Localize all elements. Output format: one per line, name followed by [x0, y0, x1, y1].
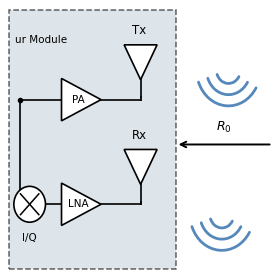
Polygon shape: [124, 150, 157, 184]
Text: $R_0$: $R_0$: [216, 119, 232, 134]
Text: PA: PA: [72, 95, 85, 105]
Polygon shape: [61, 78, 101, 121]
Text: LNA: LNA: [68, 199, 88, 209]
Polygon shape: [61, 183, 101, 225]
Text: Tx: Tx: [132, 24, 147, 37]
Text: ur Module: ur Module: [15, 35, 68, 45]
Polygon shape: [124, 45, 157, 80]
Circle shape: [14, 186, 45, 222]
Text: I/Q: I/Q: [22, 234, 37, 243]
Text: Rx: Rx: [132, 129, 147, 142]
FancyBboxPatch shape: [9, 10, 176, 269]
